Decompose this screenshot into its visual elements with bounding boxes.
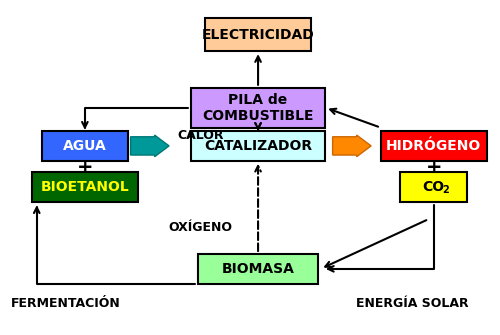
Text: AGUA: AGUA <box>63 139 106 153</box>
Text: ENERGÍA SOLAR: ENERGÍA SOLAR <box>356 297 469 310</box>
FancyBboxPatch shape <box>400 173 468 202</box>
FancyBboxPatch shape <box>380 131 486 161</box>
Text: CATALIZADOR: CATALIZADOR <box>204 139 312 153</box>
Text: CALOR: CALOR <box>177 129 224 142</box>
Text: BIOETANOL: BIOETANOL <box>40 181 129 194</box>
FancyArrow shape <box>130 135 169 157</box>
Text: +: + <box>426 158 442 177</box>
Text: HIDRÓGENO: HIDRÓGENO <box>386 139 482 153</box>
FancyBboxPatch shape <box>190 131 326 161</box>
FancyBboxPatch shape <box>42 131 128 161</box>
Text: BIOMASA: BIOMASA <box>222 262 294 276</box>
Text: OXÍGENO: OXÍGENO <box>168 221 232 234</box>
Text: 2: 2 <box>442 185 449 195</box>
FancyBboxPatch shape <box>190 88 326 128</box>
FancyBboxPatch shape <box>205 18 311 51</box>
Text: +: + <box>76 158 93 177</box>
Text: FERMENTACIÓN: FERMENTACIÓN <box>10 297 120 310</box>
Text: CO: CO <box>422 181 444 194</box>
FancyArrow shape <box>332 135 371 157</box>
FancyBboxPatch shape <box>198 254 318 284</box>
Text: ELECTRICIDAD: ELECTRICIDAD <box>202 27 314 42</box>
Text: PILA de
COMBUSTIBLE: PILA de COMBUSTIBLE <box>202 92 314 123</box>
FancyBboxPatch shape <box>32 173 138 202</box>
